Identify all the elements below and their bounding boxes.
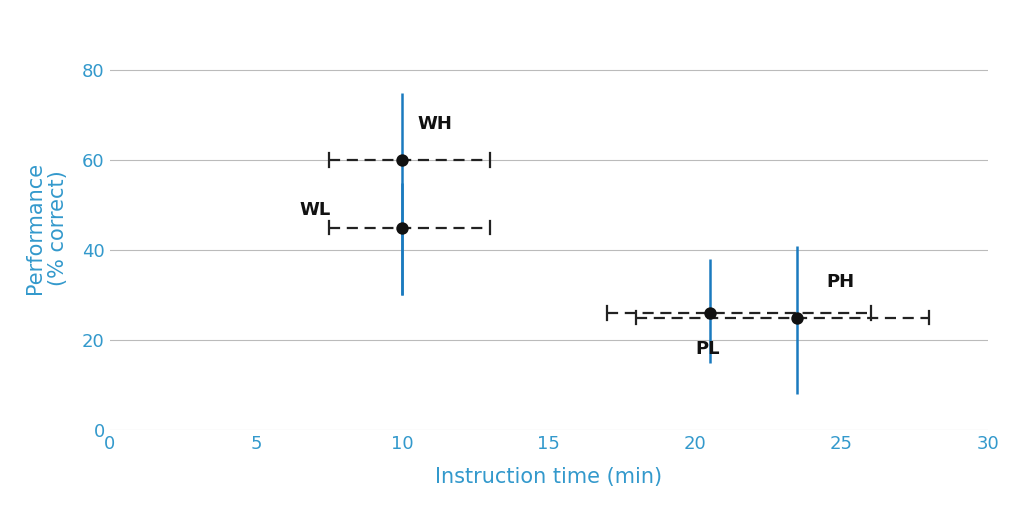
Point — [394, 224, 411, 232]
Text: WL: WL — [300, 201, 331, 219]
Y-axis label: Performance
(% correct): Performance (% correct) — [25, 162, 69, 294]
Text: PH: PH — [826, 273, 855, 291]
Text: PL: PL — [695, 340, 720, 358]
X-axis label: Instruction time (min): Instruction time (min) — [435, 467, 663, 487]
Point — [394, 156, 411, 164]
Point — [701, 309, 718, 317]
Point — [790, 313, 806, 322]
Text: WH: WH — [417, 115, 452, 133]
